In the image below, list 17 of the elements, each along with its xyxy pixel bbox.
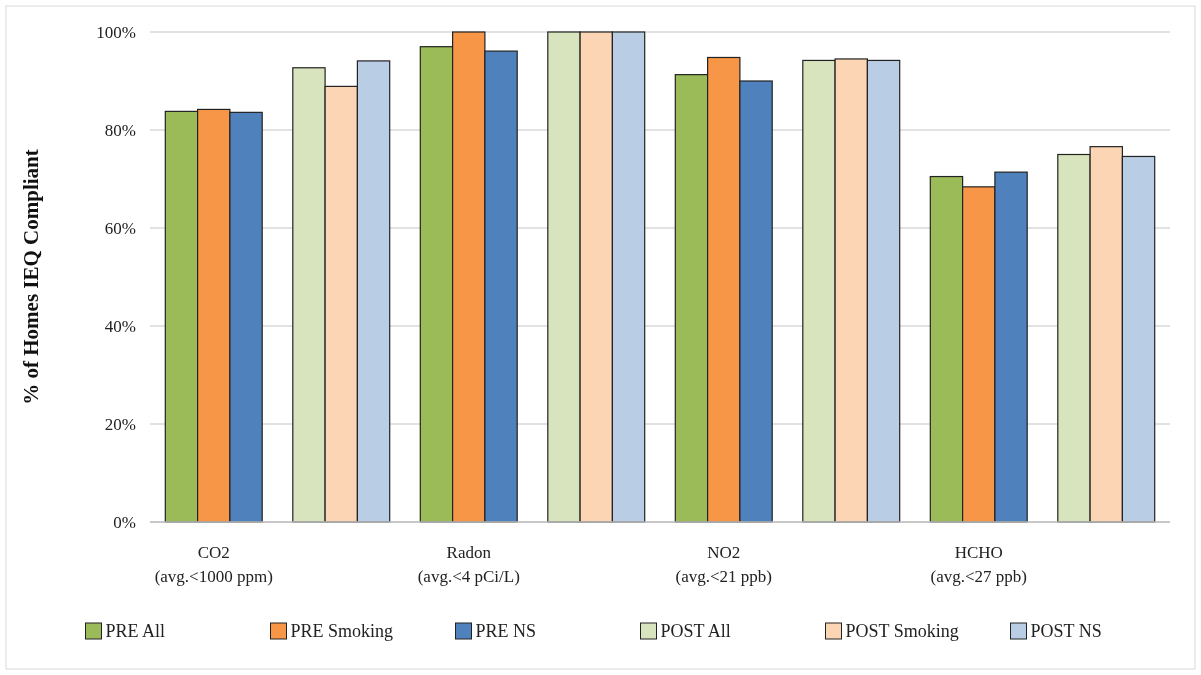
legend-label: POST Smoking [845, 621, 959, 641]
y-tick-label: 80% [104, 120, 136, 140]
y-tick-label: 40% [104, 316, 136, 336]
y-tick-label: 20% [104, 414, 136, 434]
legend-label: PRE NS [475, 621, 537, 641]
y-tick-label: 0% [113, 512, 136, 532]
legend-label: POST All [660, 621, 731, 641]
legend-label: PRE Smoking [290, 621, 394, 641]
x-tick-label: Radon (avg.<4 pCi/L) [417, 543, 520, 586]
legend-label: PRE All [105, 621, 166, 641]
legend-label: POST NS [1030, 621, 1102, 641]
x-tick-label: HCHO (avg.<27 ppb) [930, 543, 1027, 586]
x-tick-label: NO2 (avg.<21 ppb) [675, 543, 772, 586]
y-axis-title: % of Homes IEQ Compliant [19, 149, 43, 405]
y-tick-label: 60% [104, 218, 136, 238]
y-tick-label: 100% [96, 22, 136, 42]
x-tick-label: CO2 (avg.<1000 ppm) [154, 543, 273, 586]
